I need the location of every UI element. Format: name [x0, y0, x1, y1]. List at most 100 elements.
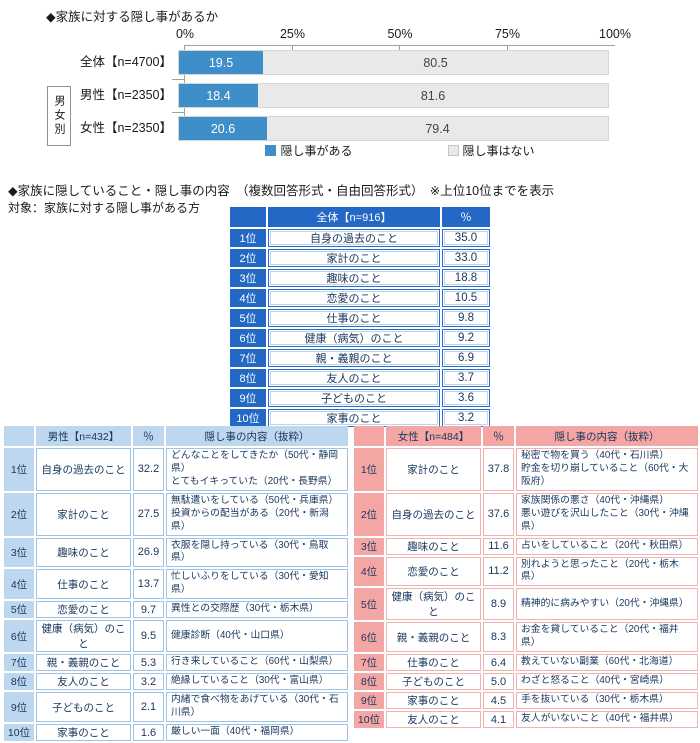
chart-title: ◆家族に対する隠し事があるか: [46, 10, 219, 24]
content-line: 衣服を隠し持っている（30代・鳥取県）: [171, 539, 329, 564]
content-line: 行き来していること（60代・山梨県）: [171, 656, 339, 668]
content-cell: 健康診断（40代・山口県）: [166, 620, 348, 653]
table-row: 5位 恋愛のこと 9.7 異性との交際歴（30代・栃木県）: [4, 601, 348, 619]
male-ranking-table: 男性【n=432】％隠し事の内容（抜粋） 1位 自身の過去のこと 32.2 どんなことを…: [2, 424, 350, 743]
rank-cell: 10位: [354, 711, 384, 729]
bar-segment-no-secret: 81.6: [258, 84, 608, 107]
item-cell: 仕事のこと: [386, 654, 481, 672]
percent-cell: 4.5: [483, 692, 514, 710]
percent-cell: 32.2: [133, 448, 164, 491]
content-line: 占いをしていること（20代・秋田県）: [521, 539, 689, 551]
content-cell: 家族関係の悪さ（40代・沖縄県） 悪い遊びを沢山したこと（30代・沖縄県）: [516, 492, 698, 536]
table-row: 10位 家事のこと 1.6 厳しい一面（40代・福岡県）: [4, 724, 348, 742]
stacked-bar: 20.6 79.4: [178, 116, 609, 141]
content-cell: 行き来していること（60代・山梨県）: [166, 654, 348, 672]
table-row: 1位 自身の過去のこと 32.2 どんなことをしてきたか（50代・静岡県） とてもイキっ…: [4, 448, 348, 491]
content-line: 貯金を切り崩していること（60代・大阪府）: [521, 462, 689, 487]
rank-cell: 5位: [230, 309, 266, 327]
content-cell: 内緒で食べ物をあげている（30代・石川県）: [166, 692, 348, 723]
table-row: 9位 子どものこと 2.1 内緒で食べ物をあげている（30代・石川県）: [4, 692, 348, 723]
content-cell: 手を抜いている（30代・栃木県）: [516, 692, 698, 710]
legend-item: 隠し事はない: [447, 142, 535, 159]
item-cell: 趣味のこと: [36, 537, 131, 568]
table-row: 8位 友人のこと 3.2 絶縁していること（30代・富山県）: [4, 673, 348, 691]
rank-cell: 6位: [4, 620, 34, 653]
item-cell: 子どものこと: [36, 692, 131, 723]
content-line: わざと怒ること（40代・宮崎県）: [521, 675, 670, 687]
table-row: 9位 家事のこと 4.5 手を抜いている（30代・栃木県）: [354, 692, 698, 710]
table-title-cell: 女性【n=484】: [386, 426, 481, 446]
content-cell: 占いをしていること（20代・秋田県）: [516, 537, 698, 555]
content-cell: 秘密で物を買う（40代・石川県） 貯金を切り崩していること（60代・大阪府）: [516, 448, 698, 491]
table-row: 5位 健康（病気）のこと 8.9 精神的に病みやすい（20代・沖縄県）: [354, 588, 698, 621]
content-header-cell: 隠し事の内容（抜粋）: [516, 426, 698, 446]
content-line: 厳しい一面（40代・福岡県）: [171, 726, 300, 738]
x-axis-tickmark: [291, 46, 293, 50]
percent-cell: 27.5: [133, 492, 164, 536]
x-axis-tick-label: 50%: [387, 27, 413, 41]
item-cell: 自身の過去のこと: [386, 492, 481, 536]
rank-cell: 9位: [4, 692, 34, 723]
item-cell: 家事のこと: [386, 692, 481, 710]
table-row: 3位 趣味のこと 11.6 占いをしていること（20代・秋田県）: [354, 537, 698, 555]
percent-cell: 11.6: [483, 537, 514, 555]
table-row: 7位 仕事のこと 6.4 教えていない副業（60代・北海道）: [354, 654, 698, 672]
content-header-cell: 隠し事の内容（抜粋）: [166, 426, 348, 446]
table-row: 1位 自身の過去のこと 35.0: [230, 229, 490, 247]
content-cell: 無駄遣いをしている（50代・兵庫県） 投資からの配当がある（20代・新潟県）: [166, 492, 348, 536]
item-cell: 恋愛のこと: [386, 556, 481, 587]
table-header-row: 女性【n=484】％隠し事の内容（抜粋）: [354, 426, 698, 446]
percent-cell: 18.8: [442, 269, 490, 287]
item-cell: 家計のこと: [268, 249, 440, 267]
table-row: 8位 友人のこと 3.7: [230, 369, 490, 387]
percent-cell: 33.0: [442, 249, 490, 267]
bar-category-label: 女性【n=2350】: [79, 121, 172, 135]
target-note: 対象：家族に対する隠し事がある方: [8, 201, 201, 215]
percent-cell: 13.7: [133, 569, 164, 600]
bar-category-label: 全体【n=4700】: [79, 55, 172, 69]
table-row: 10位 友人のこと 4.1 友人がいないこと（40代・福井県）: [354, 711, 698, 729]
rank-cell: 8位: [354, 673, 384, 691]
percent-header-cell: ％: [133, 426, 164, 446]
content-line: 友人がいないこと（40代・福井県）: [521, 713, 679, 725]
bar-segment-no-secret: 79.4: [267, 117, 608, 140]
percent-cell: 8.3: [483, 622, 514, 653]
percent-cell: 3.7: [442, 369, 490, 387]
percent-cell: 11.2: [483, 556, 514, 587]
percent-cell: 37.8: [483, 448, 514, 491]
content-line: お金を貸していること（20代・福井県）: [521, 624, 679, 649]
table-row: 8位 子どものこと 5.0 わざと怒ること（40代・宮崎県）: [354, 673, 698, 691]
table-header-row: 男性【n=432】％隠し事の内容（抜粋）: [4, 426, 348, 446]
stacked-bar: 18.4 81.6: [178, 83, 609, 108]
table-row: 5位 仕事のこと 9.8: [230, 309, 490, 327]
rank-cell: 4位: [354, 556, 384, 587]
content-cell: 別れようと思ったこと（20代・栃木県）: [516, 556, 698, 587]
x-axis-tick-label: 0%: [175, 27, 195, 41]
legend-swatch-no-secret: [447, 145, 459, 156]
legend-item: 隠し事がある: [265, 142, 353, 159]
group-label-box: 男女別: [47, 86, 71, 146]
item-cell: 家計のこと: [36, 492, 131, 536]
chart-row: 女性【n=2350】 20.6 79.4: [0, 116, 609, 141]
bar-segment-has-secret: 19.5: [179, 51, 263, 74]
item-cell: 親・義親のこと: [268, 349, 440, 367]
content-line: 教えていない副業（60代・北海道）: [521, 656, 679, 668]
rank-cell: 4位: [4, 569, 34, 600]
item-cell: 親・義親のこと: [386, 622, 481, 653]
percent-cell: 6.9: [442, 349, 490, 367]
x-axis-tickmark: [399, 46, 400, 50]
item-cell: 友人のこと: [386, 711, 481, 729]
item-cell: 親・義親のこと: [36, 654, 131, 672]
content-line: とてもイキっていた（20代・長野県）: [171, 475, 338, 487]
table-row: 3位 趣味のこと 26.9 衣服を隠し持っている（30代・鳥取県）: [4, 537, 348, 568]
content-line: 忙しいふりをしている（30代・愛知県）: [171, 571, 329, 596]
item-cell: 自身の過去のこと: [36, 448, 131, 491]
item-cell: 趣味のこと: [386, 537, 481, 555]
table-row: 7位 親・義親のこと 6.9: [230, 349, 490, 367]
table-row: 4位 仕事のこと 13.7 忙しいふりをしている（30代・愛知県）: [4, 569, 348, 600]
chart-row: 男性【n=2350】 18.4 81.6: [0, 83, 609, 108]
rank-cell: 1位: [230, 229, 266, 247]
legend-label: 隠し事はない: [462, 144, 535, 158]
bar-segment-has-secret: 18.4: [179, 84, 258, 107]
rank-cell: 7位: [354, 654, 384, 672]
